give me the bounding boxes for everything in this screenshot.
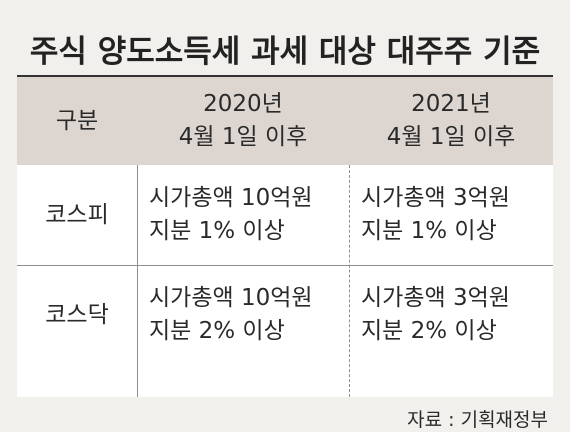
header-2020-year: 2020년 [203, 91, 283, 117]
stake-threshold: 지분 2% 이상 [361, 318, 497, 344]
source-credit: 자료 : 기획재정부 [407, 409, 548, 431]
market-cap-threshold: 시가총액 10억원 [149, 185, 313, 211]
page-title: 주식 양도소득세 과세 대상 대주주 기준 [29, 34, 541, 70]
table-cell: 시가총액 10억원 지분 2% 이상 [149, 265, 349, 365]
stake-threshold: 지분 1% 이상 [149, 218, 285, 244]
table-header [17, 77, 553, 165]
header-category: 구분 [17, 77, 137, 165]
stake-threshold: 지분 1% 이상 [361, 218, 497, 244]
header-2021-date: 4월 1일 이후 [386, 124, 516, 150]
market-cap-threshold: 시가총액 3억원 [361, 285, 510, 311]
header-2020-date: 4월 1일 이후 [178, 124, 308, 150]
row-label-kospi: 코스피 [17, 165, 137, 265]
title-divider [17, 75, 553, 77]
row-label: 코스피 [45, 201, 109, 228]
table-cell: 시가총액 10억원 지분 1% 이상 [149, 165, 349, 265]
market-cap-threshold: 시가총액 3억원 [361, 185, 510, 211]
stake-threshold: 지분 2% 이상 [149, 318, 285, 344]
column-divider [137, 165, 138, 397]
header-category-label: 구분 [55, 107, 99, 134]
table-cell: 시가총액 3억원 지분 2% 이상 [361, 265, 553, 365]
row-label-kosdaq: 코스닥 [17, 265, 137, 365]
column-divider-dashed [349, 165, 350, 397]
market-cap-threshold: 시가총액 10억원 [149, 285, 313, 311]
criteria-table: 구분 2020년 4월 1일 이후 2021년 4월 1일 이후 코스피 시가총… [17, 77, 553, 397]
header-2020: 2020년 4월 1일 이후 [137, 77, 349, 165]
table-cell: 시가총액 3억원 지분 1% 이상 [361, 165, 553, 265]
row-divider [17, 265, 553, 266]
row-label: 코스닥 [45, 301, 109, 328]
header-2021-year: 2021년 [411, 91, 491, 117]
header-2021: 2021년 4월 1일 이후 [349, 77, 553, 165]
